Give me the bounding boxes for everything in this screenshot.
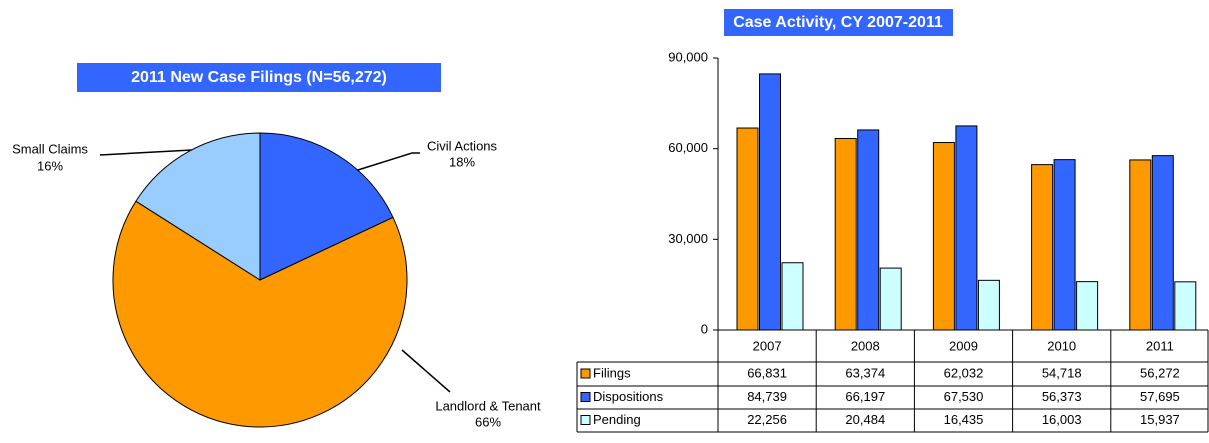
bar <box>1174 281 1197 331</box>
table-value: 56,272 <box>1140 365 1180 380</box>
legend-label: Filings <box>593 365 631 380</box>
table-value: 16,435 <box>944 412 984 427</box>
table-value: 84,739 <box>747 389 787 404</box>
table-value: 67,530 <box>944 389 984 404</box>
bar-title: Case Activity, CY 2007-2011 <box>733 14 943 31</box>
table-value: 15,937 <box>1140 412 1180 427</box>
bar <box>1031 164 1054 331</box>
bar <box>955 125 978 331</box>
legend-label: Pending <box>593 412 641 427</box>
x-tick-label: 2009 <box>949 338 978 353</box>
bar <box>736 127 759 331</box>
bar <box>977 279 1000 331</box>
leader-line <box>99 149 193 156</box>
title-box <box>724 9 953 36</box>
slice-value: 66% <box>475 414 501 429</box>
bar <box>781 262 804 331</box>
pie-slice <box>112 200 408 428</box>
bar <box>879 267 902 331</box>
slice-value: 16% <box>37 158 63 173</box>
bar <box>759 73 781 331</box>
slice-value: 18% <box>449 154 475 169</box>
table-value: 66,831 <box>747 365 787 380</box>
bar <box>1129 159 1152 331</box>
x-tick-label: 2010 <box>1047 338 1076 353</box>
table-value: 54,718 <box>1042 365 1082 380</box>
bar <box>1053 159 1076 331</box>
legend-swatch <box>580 392 591 402</box>
table-value: 66,197 <box>845 389 885 404</box>
legend-swatch <box>580 368 591 379</box>
x-tick-label: 2008 <box>851 338 880 353</box>
table-value: 22,256 <box>747 412 787 427</box>
bar <box>857 129 880 331</box>
table-value: 56,373 <box>1042 389 1082 404</box>
bar <box>1076 281 1099 331</box>
bar <box>834 137 857 331</box>
x-tick-label: 2011 <box>1146 338 1174 353</box>
legend-swatch <box>580 415 591 425</box>
bar <box>1151 155 1174 331</box>
pie-slice <box>259 132 394 281</box>
y-tick-label: 30,000 <box>668 231 708 246</box>
slice-label: Landlord & Tenant <box>435 398 541 413</box>
title-box <box>77 63 441 92</box>
y-tick-label: 90,000 <box>668 49 708 64</box>
bar <box>932 142 955 331</box>
slice-label: Small Claims <box>12 141 88 156</box>
leader-line <box>401 349 451 393</box>
leader-line <box>341 152 420 176</box>
table-value: 16,003 <box>1042 412 1082 427</box>
table-value: 20,484 <box>845 412 885 427</box>
y-tick-label: 0 <box>701 321 708 336</box>
slice-label: Civil Actions <box>427 138 498 153</box>
table-value: 57,695 <box>1140 389 1180 404</box>
pie-slice <box>135 132 261 281</box>
table-value: 63,374 <box>845 365 885 380</box>
table-value: 62,032 <box>944 365 984 380</box>
pie-title: 2011 New Case Filings (N=56,272) <box>131 69 387 86</box>
x-tick-label: 2007 <box>753 338 782 353</box>
y-tick-label: 60,000 <box>668 140 708 155</box>
legend-label: Dispositions <box>593 389 664 404</box>
